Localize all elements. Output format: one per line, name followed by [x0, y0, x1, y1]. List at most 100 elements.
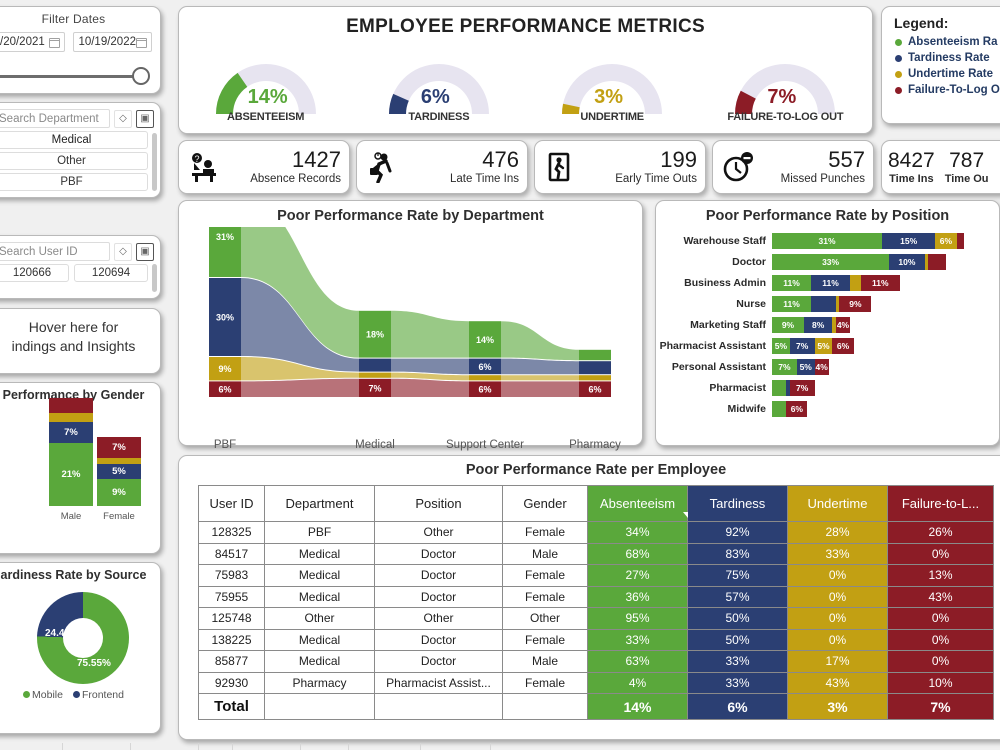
- gauge-arc-icon: [388, 64, 489, 114]
- table-total-cell: Total: [198, 693, 265, 720]
- ruler-tick: [198, 743, 199, 750]
- user-id-scrollbar[interactable]: [152, 264, 157, 292]
- start-date-input[interactable]: /20/2021: [0, 32, 66, 52]
- end-date-input[interactable]: 10/19/2022: [73, 32, 152, 52]
- position-row[interactable]: Pharmacist 7%: [656, 377, 999, 398]
- position-row[interactable]: Personal Assistant 7% 5% 4%: [656, 356, 999, 377]
- table-row[interactable]: 125748 Other Other Other 95% 50% 0% 0%: [198, 607, 994, 630]
- kpi-card-late-time-ins[interactable]: 476 Late Time Ins: [356, 140, 528, 194]
- department-item-pbf[interactable]: PBF: [0, 173, 148, 191]
- table-row[interactable]: 138225 Medical Doctor Female 33% 50% 0% 0%: [198, 628, 994, 651]
- position-row[interactable]: Nurse 11% 9%: [656, 293, 999, 314]
- gender-segment: [49, 398, 93, 413]
- date-range-slider[interactable]: [0, 66, 152, 88]
- legend-item[interactable]: Failure-To-Log O: [882, 82, 1000, 98]
- time-outs-label: Time Ou: [944, 172, 989, 185]
- kpi-card-missed-punches[interactable]: 557 Missed Punches: [712, 140, 874, 194]
- legend-item[interactable]: Undertime Rate: [882, 66, 1000, 82]
- eraser-icon[interactable]: ◇: [114, 109, 132, 128]
- slider-handle-end[interactable]: [132, 67, 150, 85]
- position-row[interactable]: Doctor 33% 10%: [656, 251, 999, 272]
- table-cell: Female: [502, 564, 588, 587]
- table-header-position[interactable]: Position: [374, 485, 503, 522]
- table-cell: Female: [502, 671, 588, 694]
- table-total-cell: [502, 693, 588, 720]
- table-header-label: Gender: [523, 496, 567, 511]
- hover-insights-panel[interactable]: Hover here for indings and Insights: [0, 308, 161, 374]
- user-id-item-2[interactable]: 120694: [74, 264, 148, 282]
- gauge-value: 14%: [247, 86, 288, 108]
- legend-dot-icon: [72, 691, 80, 698]
- performance-by-gender-card: Performance by Gender 7% 21% Male 7% 5% 9% Fem…: [0, 382, 161, 554]
- legend-item-label: Undertime Rate: [908, 68, 993, 80]
- calendar-icon[interactable]: [136, 37, 147, 48]
- ruler-tick: [130, 743, 131, 750]
- table-cell: 4%: [587, 671, 688, 694]
- department-item-other[interactable]: Other: [0, 152, 148, 170]
- gender-bar-male[interactable]: 7% 21%: [49, 398, 93, 506]
- user-id-item-1[interactable]: 120666: [0, 264, 69, 282]
- table-row[interactable]: 75955 Medical Doctor Female 36% 57% 0% 43%: [198, 585, 994, 608]
- position-segment: 5%: [814, 337, 833, 354]
- position-segment: 7%: [789, 337, 815, 354]
- table-header-label: Undertime: [807, 496, 868, 511]
- table-row[interactable]: 92930 Pharmacy Pharmacist Assist... Female 4…: [198, 671, 994, 694]
- table-row[interactable]: 85877 Medical Doctor Male 63% 33% 17% 0%: [198, 650, 994, 673]
- calendar-icon[interactable]: [49, 37, 61, 48]
- table-total-cell: [264, 693, 375, 720]
- user-search-row: Search User ID ◇ ▣: [0, 236, 160, 261]
- gender-bar-female[interactable]: 7% 5% 9%: [97, 437, 141, 506]
- donut-hole: [63, 618, 103, 658]
- position-category-label: Pharmacist: [709, 381, 766, 394]
- focus-mode-icon[interactable]: ▣: [136, 109, 154, 128]
- user-id-list: 120666 120694: [0, 264, 148, 282]
- table-cell: 43%: [787, 671, 888, 694]
- table-row[interactable]: 128325 PBF Other Female 34% 92% 28% 26%: [198, 521, 994, 544]
- table-row[interactable]: 75983 Medical Doctor Female 27% 75% 0% 13%: [198, 564, 994, 587]
- table-total-cell: [374, 693, 503, 720]
- position-bar: 31% 15% 6%: [772, 232, 964, 249]
- legend-item[interactable]: Tardiness Rate: [882, 50, 1000, 66]
- donut-legend-frontend[interactable]: Frontend: [72, 689, 124, 701]
- eraser-icon[interactable]: ◇: [114, 242, 132, 261]
- position-row[interactable]: Business Admin 11% 11% 11%: [656, 272, 999, 293]
- table-header-label: User ID: [209, 496, 254, 511]
- table-header-department[interactable]: Department: [264, 485, 375, 522]
- start-date-value: /20/2021: [0, 36, 45, 48]
- position-row[interactable]: Midwife 6%: [656, 398, 999, 419]
- kpi-card-early-time-outs[interactable]: 199 Early Time Outs: [534, 140, 706, 194]
- table-header-gender[interactable]: Gender: [502, 485, 588, 522]
- department-scrollbar[interactable]: [152, 133, 157, 191]
- table-total-cell: 3%: [787, 693, 888, 720]
- gauge-undertime: 3% UNDERTIME: [532, 44, 692, 126]
- table-cell: Doctor: [374, 542, 503, 565]
- table-cell: Doctor: [374, 650, 503, 673]
- time-in-out-card: 8427 Time Ins 787 Time Ou: [881, 140, 1000, 194]
- table-cell: 0%: [787, 607, 888, 630]
- ruler-tick: [62, 743, 63, 750]
- table-header-failure-to-l-[interactable]: Failure-to-L...: [887, 485, 994, 522]
- legend-item[interactable]: Absenteeism Ra: [882, 34, 1000, 50]
- legend-dot-icon: [895, 38, 902, 46]
- position-row[interactable]: Marketing Staff 9% 8% 4%: [656, 314, 999, 335]
- table-row[interactable]: 84517 Medical Doctor Male 68% 83% 33% 0%: [198, 542, 994, 565]
- department-search-input[interactable]: Search Department: [0, 109, 110, 128]
- kpi-card-absence-records[interactable]: ? 1427 Absence Records: [178, 140, 350, 194]
- focus-mode-icon[interactable]: ▣: [136, 242, 154, 261]
- position-segment: [835, 295, 840, 312]
- table-cell: Female: [502, 628, 588, 651]
- hover-insights-line2: indings and Insights: [11, 337, 136, 354]
- position-row[interactable]: Pharmacist Assistant 5% 7% 5% 6%: [656, 335, 999, 356]
- ruler-tick: [490, 743, 491, 750]
- user-id-search-input[interactable]: Search User ID: [0, 242, 110, 261]
- table-header-absenteeism[interactable]: Absenteeism: [587, 485, 693, 522]
- position-segment: 7%: [789, 379, 815, 396]
- department-item-medical[interactable]: Medical: [0, 131, 148, 149]
- table-header-undertime[interactable]: Undertime: [787, 485, 888, 522]
- position-row[interactable]: Warehouse Staff 31% 15% 6%: [656, 230, 999, 251]
- table-header-user-id[interactable]: User ID: [198, 485, 265, 522]
- donut-legend-mobile[interactable]: Mobile: [23, 689, 63, 701]
- table-header-tardiness[interactable]: Tardiness: [687, 485, 788, 522]
- slider-track: [0, 75, 138, 78]
- table-total-cell: 7%: [887, 693, 994, 720]
